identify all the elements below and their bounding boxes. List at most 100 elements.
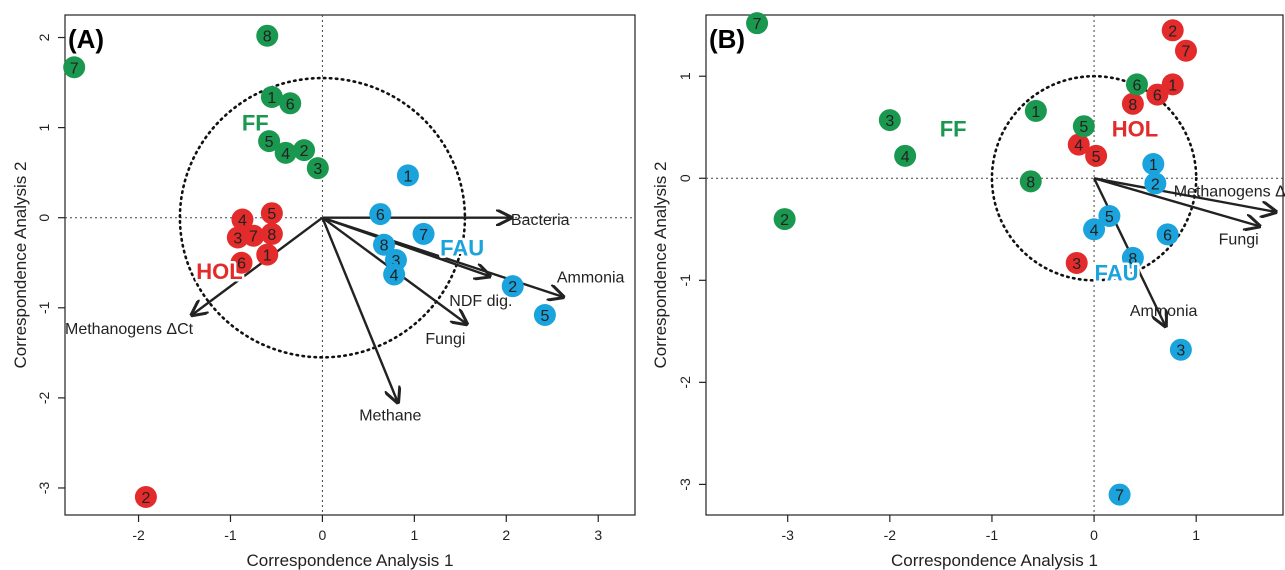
sample-point: 8	[1019, 170, 1042, 193]
panel-label: (A)	[68, 24, 104, 54]
point-label: 6	[1163, 227, 1172, 244]
point-marker	[231, 208, 254, 231]
sample-point: 3	[878, 109, 901, 132]
point-marker	[1161, 19, 1184, 42]
point-marker	[1174, 39, 1197, 62]
x-tick-label: 2	[502, 527, 510, 543]
sample-point: 1	[256, 243, 279, 266]
sample-point: 3	[306, 157, 329, 180]
sample-point: 6	[230, 251, 253, 274]
point-label: 3	[233, 231, 242, 248]
point-label: 1	[1149, 157, 1158, 174]
point-marker	[134, 485, 157, 508]
y-tick-label: -1	[36, 301, 52, 314]
plot-frame	[64, 14, 636, 516]
sample-point: 4	[1067, 133, 1090, 156]
point-label: 4	[390, 267, 399, 284]
arrow-label: Methanogens ΔCt	[1174, 184, 1285, 201]
x-tick-label: 3	[594, 527, 602, 543]
sample-point: 7	[1108, 483, 1131, 506]
point-label: 2	[141, 490, 150, 507]
arrow-label: Methane	[359, 407, 421, 424]
arrow-label: Ammonia	[1130, 303, 1198, 320]
group-label-halo: HOL	[1112, 116, 1158, 141]
y-tick-label: 1	[36, 124, 52, 132]
group-label: FF	[940, 116, 967, 141]
loading-arrow	[1093, 177, 1259, 226]
sample-point: 1	[396, 164, 419, 187]
point-label: 4	[238, 213, 247, 230]
point-marker	[1083, 218, 1106, 241]
sample-point: 5	[533, 304, 556, 326]
sample-point: 3	[1169, 338, 1192, 361]
point-marker	[1067, 133, 1090, 156]
point-label: 1	[1031, 104, 1040, 121]
y-tick-label: -3	[36, 482, 52, 495]
y-tick-label: 1	[677, 72, 693, 80]
point-marker	[501, 275, 524, 298]
sample-point: 6	[1146, 83, 1169, 106]
plot-frame	[705, 14, 1284, 516]
point-marker	[773, 208, 796, 231]
sample-point: 7	[746, 12, 769, 35]
x-tick-label: 1	[1192, 527, 1200, 543]
point-marker	[533, 304, 556, 326]
sample-point: 5	[1072, 115, 1095, 138]
arrow-label: Fungi	[425, 331, 465, 348]
point-label: 1	[267, 90, 276, 107]
loading-arrow	[322, 216, 489, 277]
sample-point: 8	[260, 222, 283, 245]
point-label: 7	[419, 227, 428, 244]
point-label: 8	[1128, 97, 1137, 114]
point-label: 2	[1151, 176, 1160, 193]
point-label: 7	[70, 60, 79, 77]
point-label: 3	[313, 161, 322, 178]
x-axis-title: Correspondence Analysis 1	[247, 551, 454, 570]
sample-point: 2	[501, 275, 524, 298]
arrow-label: Bacteria	[511, 212, 570, 229]
point-marker	[279, 92, 302, 115]
point-marker	[1121, 246, 1144, 269]
point-marker	[230, 251, 253, 274]
point-marker	[1144, 172, 1167, 195]
sample-point: 5	[260, 202, 283, 225]
x-tick-label: -1	[224, 527, 237, 543]
point-label: 5	[540, 308, 549, 325]
sample-point: 1	[260, 85, 283, 108]
point-marker	[1065, 251, 1088, 274]
y-tick-label: -2	[677, 376, 693, 389]
y-tick-label: -1	[677, 274, 693, 287]
y-tick-label: 0	[36, 214, 52, 222]
point-label: 7	[249, 229, 258, 246]
y-tick-label: -2	[36, 391, 52, 404]
point-label: 6	[286, 96, 295, 113]
panel-label: (B)	[709, 24, 745, 54]
point-marker	[894, 144, 917, 167]
sample-point: 4	[274, 141, 297, 164]
point-label: 1	[1168, 77, 1177, 94]
point-label: 1	[263, 248, 272, 265]
point-marker	[260, 222, 283, 245]
x-tick-label: -2	[884, 527, 897, 543]
point-label: 7	[753, 16, 762, 33]
sample-point: 6	[369, 203, 392, 226]
panel-b-ca-plot: -3 -2 -1 0 1 -3 -2 -1 0 1 Correspondence Analysis …	[651, 12, 1285, 570]
point-marker	[1098, 205, 1121, 228]
point-marker	[1085, 144, 1108, 167]
point-marker	[1024, 99, 1047, 122]
point-label: 6	[1133, 77, 1142, 94]
arrow-label: NDF dig.	[449, 293, 512, 310]
point-marker	[1125, 73, 1148, 96]
group-label: HOL	[1112, 116, 1158, 141]
sample-point: 4	[231, 208, 254, 231]
point-label: 2	[508, 279, 517, 296]
sample-point: 5	[1085, 144, 1108, 167]
loading-arrow	[1093, 177, 1276, 212]
sample-point: 4	[383, 263, 406, 286]
sample-point: 4	[894, 144, 917, 167]
point-label: 6	[237, 256, 246, 273]
group-label: FF	[242, 110, 269, 135]
point-label: 5	[1092, 149, 1101, 166]
sample-point: 5	[1098, 205, 1121, 228]
